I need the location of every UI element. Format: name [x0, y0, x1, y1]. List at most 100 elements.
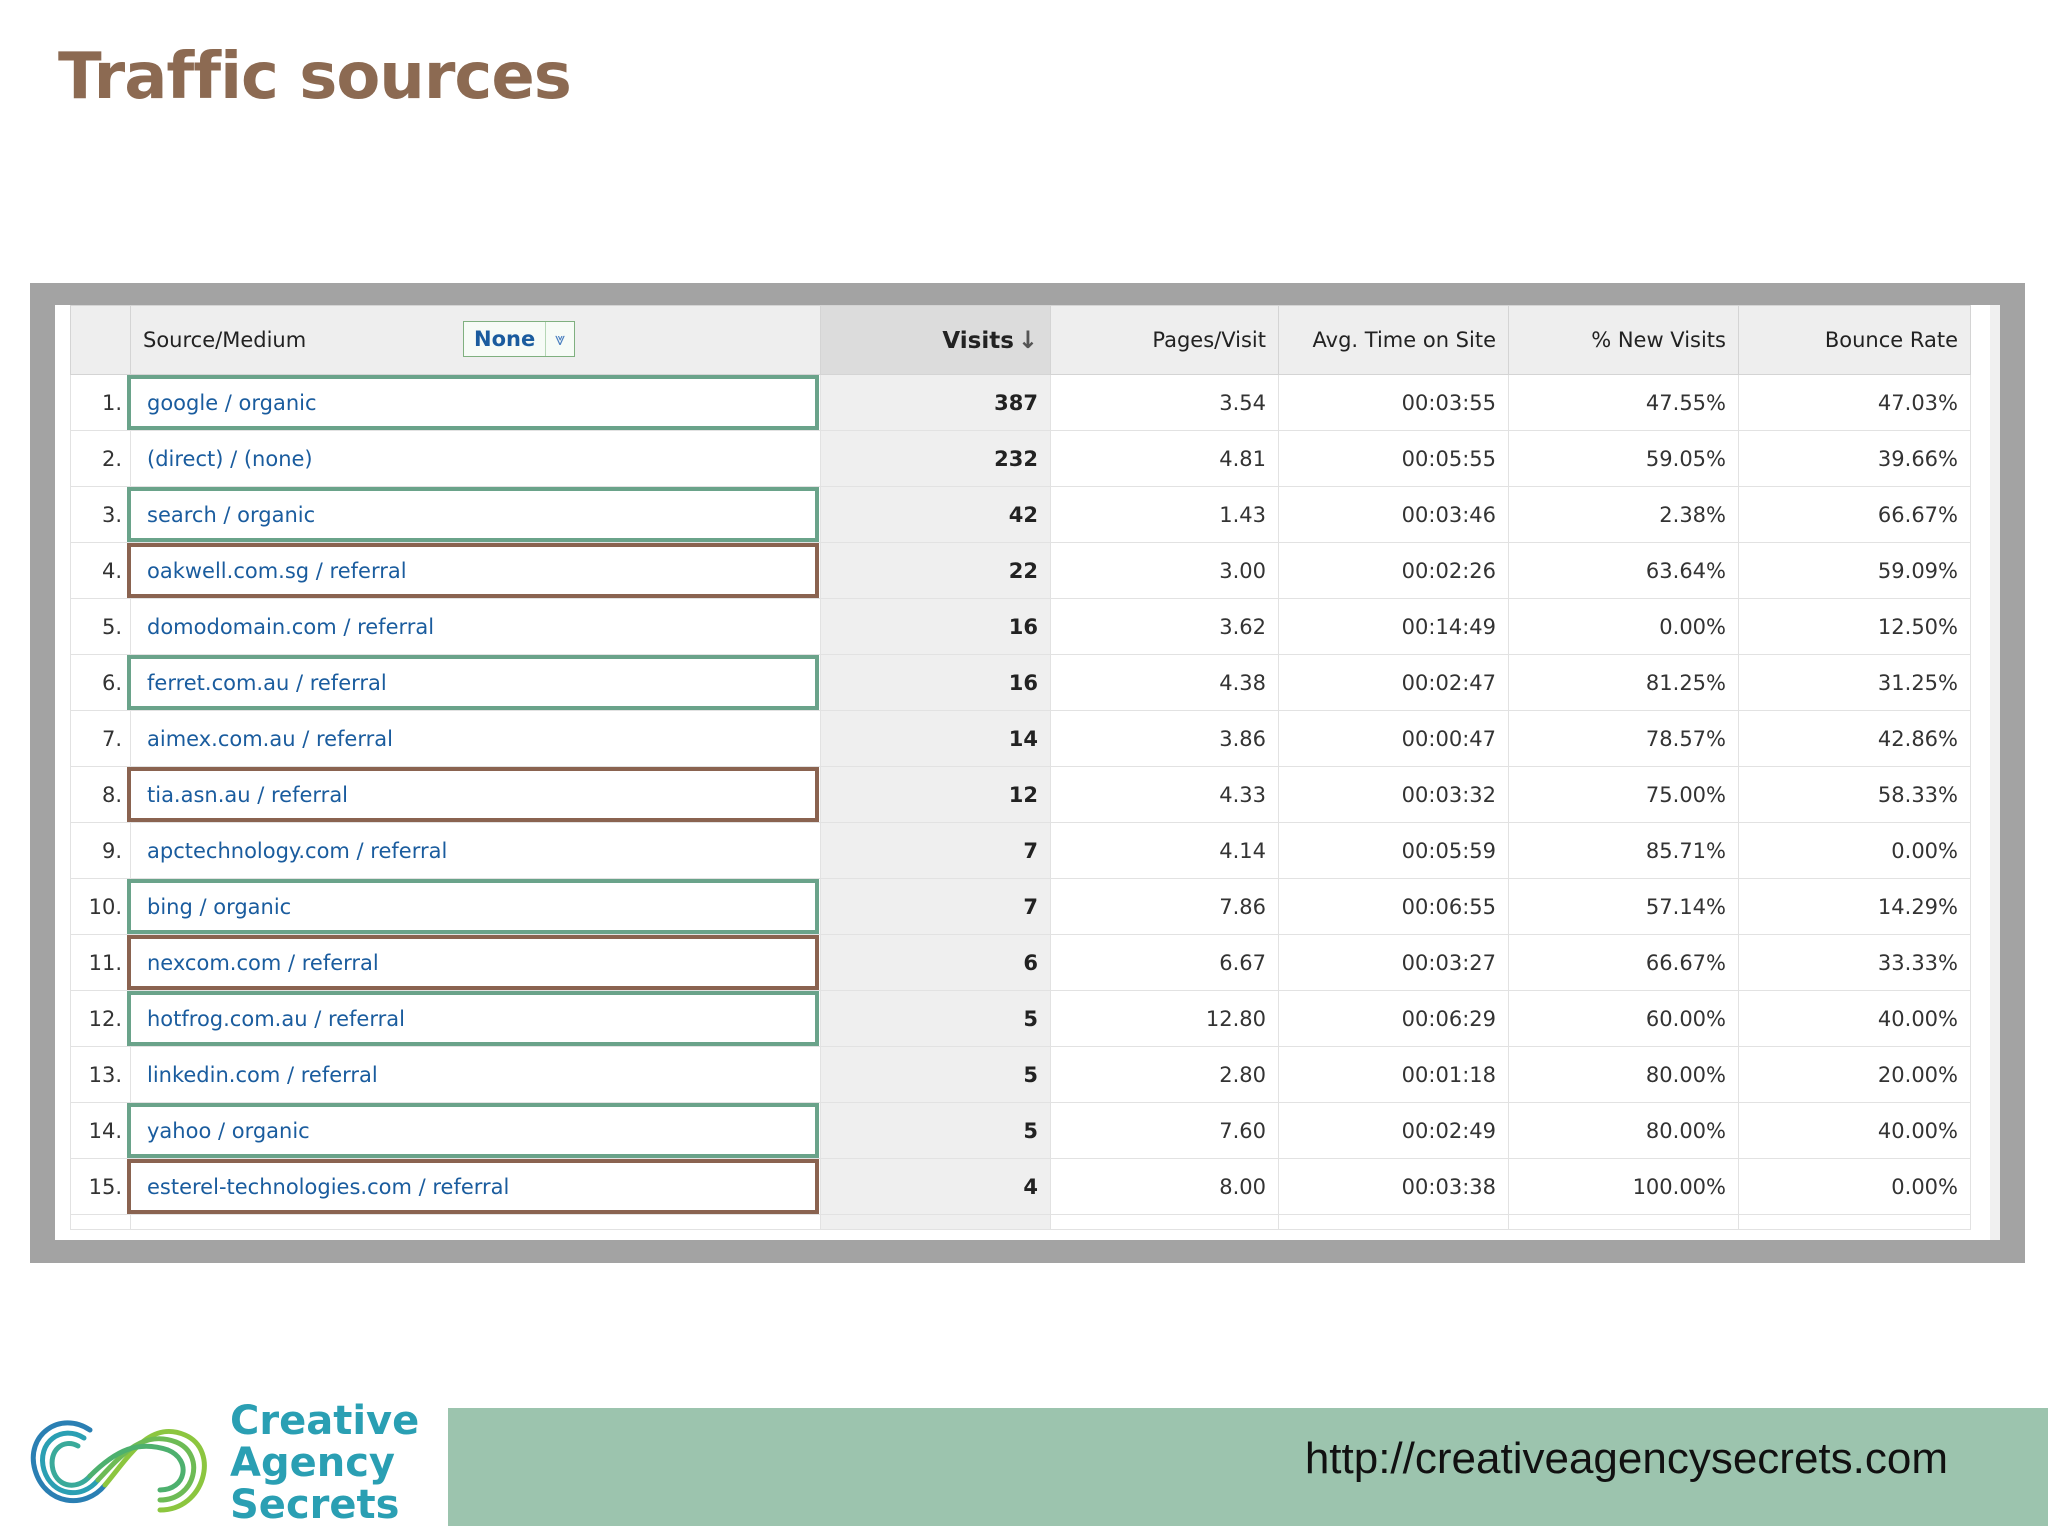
pages-visit-cell: 3.62 — [1050, 598, 1279, 655]
visits-cell: 7 — [820, 878, 1051, 935]
source-medium-link[interactable]: ferret.com.au / referral — [127, 654, 821, 711]
bounce-rate-cell: 0.00% — [1738, 822, 1971, 879]
source-medium-text[interactable]: hotfrog.com.au / referral — [147, 1006, 405, 1031]
source-medium-link[interactable]: esterel-technologies.com / referral — [127, 1158, 821, 1215]
source-medium-link[interactable]: nexcom.com / referral — [127, 934, 821, 991]
bounce-rate-header[interactable]: Bounce Rate — [1738, 305, 1971, 375]
source-medium-text[interactable]: tia.asn.au / referral — [147, 782, 349, 807]
row-index: 7. — [70, 710, 131, 767]
avg-time-cell: 00:05:55 — [1278, 430, 1509, 487]
visits-label: Visits — [942, 328, 1014, 354]
source-medium-text[interactable]: linkedin.com / referral — [147, 1062, 378, 1087]
new-visits-cell: 59.05% — [1508, 430, 1739, 487]
source-medium-link[interactable]: yahoo / organic — [127, 1102, 821, 1159]
footer-url[interactable]: http://creativeagencysecrets.com — [1304, 1434, 1948, 1483]
analytics-panel: Source/Medium None ⩔ Visits ↓ Pages/Visit… — [55, 305, 2000, 1240]
source-medium-link[interactable]: bing / organic — [127, 878, 821, 935]
source-medium-text[interactable]: nexcom.com / referral — [147, 950, 379, 975]
source-medium-header[interactable]: Source/Medium None ⩔ — [130, 305, 821, 375]
bounce-rate-cell: 31.25% — [1738, 654, 1971, 711]
screenshot-frame: Source/Medium None ⩔ Visits ↓ Pages/Visit… — [30, 283, 2025, 1263]
avg-time-cell: 00:03:32 — [1278, 766, 1509, 823]
source-medium-text[interactable]: esterel-technologies.com / referral — [147, 1174, 510, 1199]
pages-visit-cell: 4.33 — [1050, 766, 1279, 823]
table-row: 15. esterel-technologies.com / referral 4 8… — [70, 1158, 1971, 1215]
table-row: 7. aimex.com.au / referral 14 3.86 00:00:47 7… — [70, 710, 1971, 767]
source-medium-link[interactable]: apctechnology.com / referral — [130, 822, 821, 879]
pages-visit-cell: 12.80 — [1050, 990, 1279, 1047]
source-medium-text[interactable]: domodomain.com / referral — [147, 614, 435, 639]
table-row: 6. ferret.com.au / referral 16 4.38 00:02:47… — [70, 654, 1971, 711]
pages-visit-cell: 3.86 — [1050, 710, 1279, 767]
table-row: 2. (direct) / (none) 232 4.81 00:05:55 59.05%… — [70, 430, 1971, 487]
source-medium-link[interactable]: (direct) / (none) — [130, 430, 821, 487]
bounce-rate-cell: 33.33% — [1738, 934, 1971, 991]
source-medium-link[interactable]: aimex.com.au / referral — [130, 710, 821, 767]
source-medium-link[interactable]: search / organic — [127, 486, 821, 543]
source-medium-link[interactable]: google / organic — [127, 374, 821, 431]
secondary-dimension-select[interactable]: None ⩔ — [463, 321, 576, 357]
new-visits-cell: 0.00% — [1508, 598, 1739, 655]
pages-visit-cell: 2.80 — [1050, 1046, 1279, 1103]
table-row-partial — [70, 1214, 1971, 1230]
source-medium-link[interactable]: linkedin.com / referral — [130, 1046, 821, 1103]
source-medium-link[interactable]: domodomain.com / referral — [130, 598, 821, 655]
bounce-rate-cell: 0.00% — [1738, 1158, 1971, 1215]
table-row: 11. nexcom.com / referral 6 6.67 00:03:27 66.… — [70, 934, 1971, 991]
source-medium-link[interactable]: tia.asn.au / referral — [127, 766, 821, 823]
pages-visit-header[interactable]: Pages/Visit — [1050, 305, 1279, 375]
footer-band: http://creativeagencysecrets.com — [448, 1408, 2048, 1526]
pages-visit-cell: 3.00 — [1050, 542, 1279, 599]
avg-time-cell: 00:06:29 — [1278, 990, 1509, 1047]
empty-cell — [70, 1214, 131, 1230]
bounce-rate-cell: 66.67% — [1738, 486, 1971, 543]
row-index: 13. — [70, 1046, 131, 1103]
source-medium-link[interactable]: hotfrog.com.au / referral — [127, 990, 821, 1047]
empty-cell — [1278, 1214, 1509, 1230]
new-visits-header[interactable]: % New Visits — [1508, 305, 1739, 375]
avg-time-header[interactable]: Avg. Time on Site — [1278, 305, 1509, 375]
table-header-row: Source/Medium None ⩔ Visits ↓ Pages/Visit… — [70, 305, 1971, 375]
pages-visit-cell: 4.81 — [1050, 430, 1279, 487]
avg-time-cell: 00:05:59 — [1278, 822, 1509, 879]
visits-header[interactable]: Visits ↓ — [820, 305, 1051, 375]
source-medium-text[interactable]: (direct) / (none) — [147, 446, 313, 471]
source-medium-text[interactable]: ferret.com.au / referral — [147, 670, 387, 695]
table-row: 1. google / organic 387 3.54 00:03:55 47.55% 4… — [70, 374, 1971, 431]
slide-title: Traffic sources — [58, 40, 572, 114]
new-visits-cell: 80.00% — [1508, 1102, 1739, 1159]
row-index: 1. — [70, 374, 131, 431]
source-medium-text[interactable]: bing / organic — [147, 894, 292, 919]
source-medium-text[interactable]: google / organic — [147, 390, 317, 415]
empty-cell — [130, 1214, 821, 1230]
row-index: 3. — [70, 486, 131, 543]
new-visits-cell: 57.14% — [1508, 878, 1739, 935]
pages-visit-cell: 7.86 — [1050, 878, 1279, 935]
row-index: 12. — [70, 990, 131, 1047]
source-medium-text[interactable]: oakwell.com.sg / referral — [147, 558, 407, 583]
empty-cell — [1738, 1214, 1971, 1230]
row-index: 9. — [70, 822, 131, 879]
source-medium-text[interactable]: search / organic — [147, 502, 316, 527]
source-medium-link[interactable]: oakwell.com.sg / referral — [127, 542, 821, 599]
pages-visit-cell: 4.14 — [1050, 822, 1279, 879]
visits-cell: 14 — [820, 710, 1051, 767]
source-medium-label: Source/Medium — [143, 328, 307, 352]
logo-line-1: Creative — [230, 1398, 420, 1444]
visits-cell: 22 — [820, 542, 1051, 599]
logo: Creative Agency Secrets — [20, 1400, 440, 1530]
source-medium-text[interactable]: aimex.com.au / referral — [147, 726, 393, 751]
row-index: 2. — [70, 430, 131, 487]
bounce-rate-cell: 39.66% — [1738, 430, 1971, 487]
index-header — [70, 305, 131, 375]
visits-cell: 16 — [820, 598, 1051, 655]
source-medium-text[interactable]: apctechnology.com / referral — [147, 838, 448, 863]
avg-time-cell: 00:02:47 — [1278, 654, 1509, 711]
pages-visit-cell: 8.00 — [1050, 1158, 1279, 1215]
visits-cell: 42 — [820, 486, 1051, 543]
source-medium-text[interactable]: yahoo / organic — [147, 1118, 310, 1143]
avg-time-cell: 00:03:46 — [1278, 486, 1509, 543]
visits-cell: 5 — [820, 1102, 1051, 1159]
new-visits-cell: 63.64% — [1508, 542, 1739, 599]
avg-time-cell: 00:03:38 — [1278, 1158, 1509, 1215]
